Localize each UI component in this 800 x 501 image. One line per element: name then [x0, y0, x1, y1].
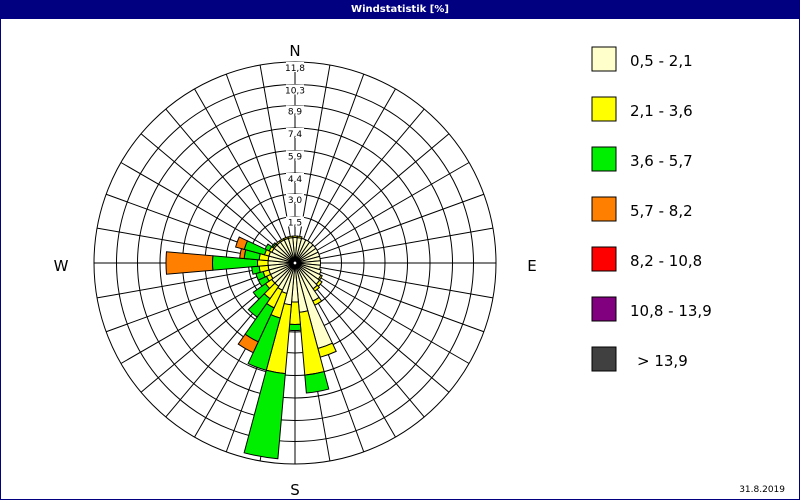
wind-bar-segment — [243, 369, 286, 460]
legend-swatch — [591, 346, 617, 372]
legend-label: 2,1 - 3,6 — [630, 102, 693, 120]
wind-bar-segment — [252, 282, 271, 300]
grid-spoke — [310, 108, 425, 245]
ring-label: 4,4 — [288, 175, 303, 185]
grid-spoke — [298, 64, 331, 240]
ring-label-bg — [286, 62, 304, 72]
ring-label-bg — [286, 150, 304, 161]
grid-spoke — [306, 283, 396, 438]
grid-spoke — [313, 278, 450, 393]
compass-label-east: E — [527, 257, 536, 275]
wind-bars — [165, 235, 337, 460]
grid-spoke — [306, 88, 396, 243]
legend-label: 0,5 - 2,1 — [630, 52, 693, 70]
ring-label: 1,5 — [288, 219, 302, 229]
wind-bar-segment — [270, 242, 277, 249]
legend-label: 3,6 - 5,7 — [630, 152, 693, 170]
legend: 0,5 - 2,1 2,1 - 3,6 3,6 - 5,7 5,7 - 8,2 8,2 … — [591, 46, 712, 372]
legend-label: 8,2 - 10,8 — [630, 252, 702, 270]
grid-spoke — [165, 108, 280, 245]
grid-spoke — [315, 274, 470, 364]
legend-swatch — [591, 246, 617, 272]
wind-bar-segment — [288, 323, 302, 331]
grid-spoke — [318, 227, 494, 260]
window-title: Windstatistik [%] — [1, 1, 799, 19]
legend-swatch — [591, 196, 617, 222]
wind-bar-segment — [247, 293, 271, 318]
grid-spoke — [140, 278, 277, 393]
compass-label-north: N — [289, 42, 300, 60]
wind-bar-segment — [239, 248, 247, 260]
legend-label: 5,7 - 8,2 — [630, 202, 693, 220]
wind-bar-segment — [304, 371, 330, 394]
grid-spoke — [259, 64, 292, 240]
legend-swatch — [591, 46, 617, 72]
ring-labels: 1,5 3,0 4,4 5,9 7,4 8,9 10,3 11,8 — [285, 62, 305, 229]
ring-label-bg — [286, 173, 304, 183]
grid-spoke — [317, 270, 485, 333]
legend-label: 10,8 - 13,9 — [630, 302, 712, 320]
ring-label: 8,9 — [288, 108, 303, 118]
ring-label-bg — [286, 216, 304, 227]
ring-label-bg — [286, 105, 304, 116]
ring-label: 11,8 — [285, 64, 305, 74]
grid-spoke — [194, 88, 284, 243]
wind-bar-segment — [296, 235, 303, 239]
ring-label-bg — [286, 128, 304, 138]
polar-grid — [93, 61, 497, 465]
grid-spoke — [317, 193, 485, 256]
grid-spoke — [96, 266, 272, 299]
ring-label-bg — [286, 84, 304, 95]
grid-spoke — [120, 274, 275, 364]
wind-bar-segment — [237, 333, 259, 354]
compass-labels: N E S W — [54, 42, 537, 499]
grid-spoke — [302, 73, 365, 241]
grid-spoke — [105, 270, 273, 333]
ring-label-bg — [286, 194, 304, 204]
grid-spoke — [140, 133, 277, 248]
legend-swatch — [591, 96, 617, 122]
ring-label: 10,3 — [285, 87, 305, 97]
ring-label: 3,0 — [288, 196, 303, 206]
wind-bar-segment — [165, 251, 214, 275]
grid-spoke — [315, 162, 470, 252]
legend-label: > 13,9 — [637, 352, 688, 370]
wind-bar-segment — [264, 243, 273, 252]
grid-spoke — [225, 73, 288, 241]
wind-bar-segment — [287, 235, 294, 239]
grid-spoke — [310, 281, 425, 418]
wind-bar-segment — [292, 235, 298, 239]
wind-bar-segment — [234, 236, 249, 251]
grid-spoke — [313, 133, 450, 248]
ring-label: 7,4 — [288, 130, 303, 140]
wind-bar-segment — [247, 313, 281, 371]
wind-bar-segment — [251, 265, 261, 275]
compass-label-south: S — [290, 481, 300, 499]
legend-swatch — [591, 146, 617, 172]
grid-spoke — [318, 266, 494, 299]
ring-label: 5,9 — [288, 153, 303, 163]
legend-swatch — [591, 296, 617, 322]
grid-spoke — [120, 162, 275, 252]
date-label: 31.8.2019 — [739, 485, 785, 495]
compass-label-west: W — [54, 257, 69, 275]
